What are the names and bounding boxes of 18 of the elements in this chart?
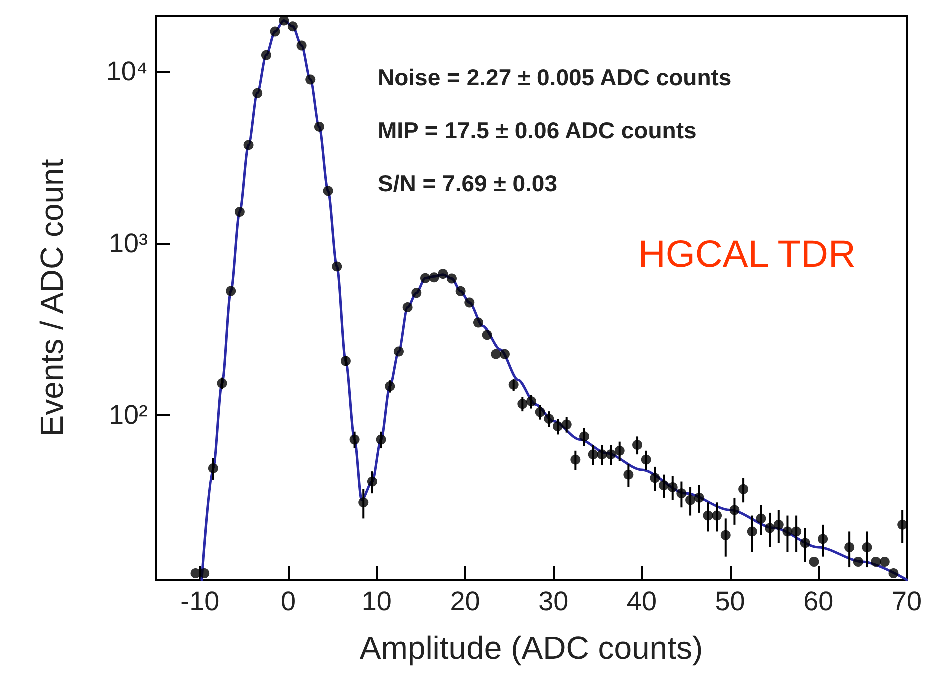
x-tick-label: 50 [715, 586, 746, 616]
y-axis-title: Events / ADC count [34, 159, 70, 437]
x-axis-title: Amplitude (ADC counts) [360, 630, 704, 666]
x-tick-label: 70 [892, 586, 922, 616]
x-tick-label: 40 [626, 586, 657, 616]
annotation: Noise = 2.27 ± 0.005 ADC counts [378, 64, 732, 90]
annotation: S/N = 7.69 ± 0.03 [378, 170, 558, 196]
y-tick-label: 10⁴ [106, 56, 148, 86]
x-tick-label: 10 [362, 586, 392, 616]
x-tick-label: 20 [450, 586, 480, 616]
x-tick-label: 0 [281, 586, 296, 616]
x-tick-label: 30 [538, 586, 569, 616]
y-tick-label: 10² [108, 400, 148, 430]
y-tick-label: 10³ [108, 228, 148, 258]
annotation: MIP = 17.5 ± 0.06 ADC counts [378, 118, 697, 144]
x-tick-label: -10 [180, 586, 220, 616]
x-tick-label: 60 [804, 586, 834, 616]
annotation: HGCAL TDR [638, 234, 856, 276]
